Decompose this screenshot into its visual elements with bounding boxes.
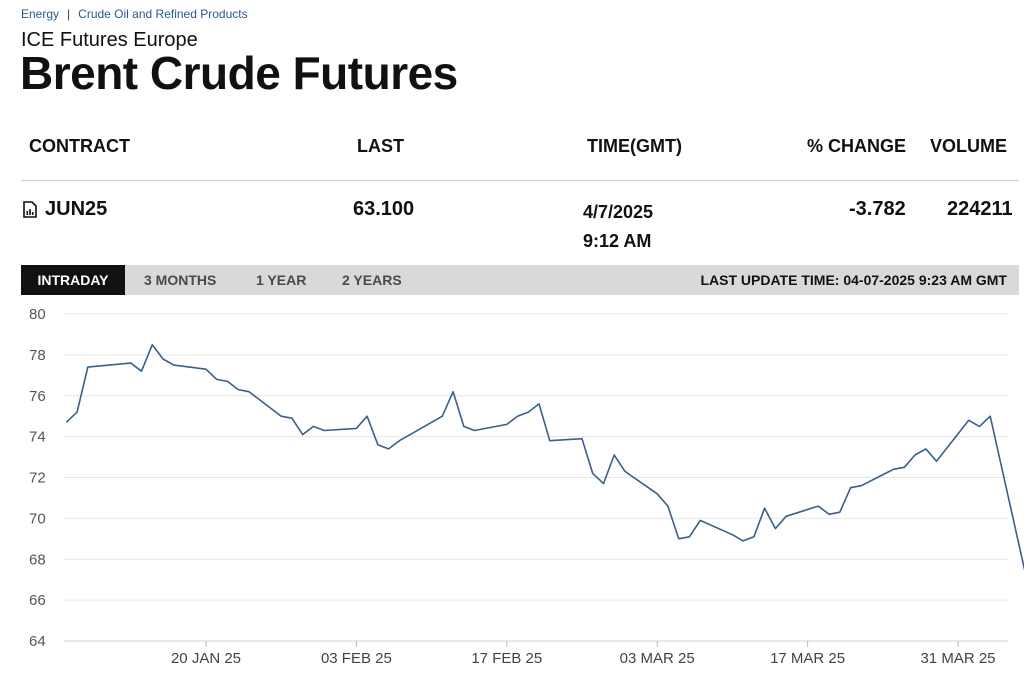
tab-3-months[interactable]: 3 MONTHS — [144, 272, 217, 288]
chart-document-icon[interactable] — [23, 201, 37, 218]
last-update-time: LAST UPDATE TIME: 04-07-2025 9:23 AM GMT — [700, 272, 1007, 288]
y-tick-label: 80 — [29, 306, 46, 323]
table-divider — [21, 180, 1019, 181]
x-tick-label: 20 JAN 25 — [171, 650, 241, 667]
y-tick-label: 78 — [29, 347, 46, 364]
y-tick-label: 72 — [29, 470, 46, 487]
tab-2-years[interactable]: 2 YEARS — [342, 272, 402, 288]
y-tick-label: 76 — [29, 388, 46, 405]
col-header-last: LAST — [357, 136, 404, 156]
x-tick-label: 17 FEB 25 — [471, 650, 542, 667]
page-title: Brent Crude Futures — [20, 47, 458, 99]
y-tick-label: 64 — [29, 633, 46, 650]
percent-change: -3.782 — [849, 198, 906, 220]
col-header-contract: CONTRACT — [29, 136, 130, 156]
price-chart: 80 78 76 74 72 70 68 66 64 20 JAN 25 03 FEB 25 17 F… — [29, 306, 1024, 667]
y-tick-label: 68 — [29, 551, 46, 568]
col-header-volume: VOLUME — [930, 136, 1008, 156]
trade-clock-time: 9:12 AM — [583, 231, 652, 251]
y-tick-label: 66 — [29, 592, 46, 609]
trade-date: 4/7/2025 — [583, 202, 654, 222]
tab-intraday[interactable]: INTRADAY — [21, 265, 125, 295]
trade-time: 4/7/2025 9:12 AM — [583, 198, 653, 256]
volume-value: 224211 — [947, 198, 1013, 220]
breadcrumb-link-crude-oil[interactable]: Crude Oil and Refined Products — [78, 7, 248, 21]
breadcrumb: Energy | Crude Oil and Refined Products — [21, 7, 248, 21]
contract-cell[interactable]: JUN25 — [23, 198, 107, 221]
y-tick-label: 70 — [29, 510, 46, 527]
x-tick-label: 03 MAR 25 — [620, 650, 695, 667]
contract-symbol[interactable]: JUN25 — [45, 198, 108, 220]
price-series-line — [65, 343, 1024, 571]
last-price: 63.100 — [353, 198, 415, 220]
x-tick-label: 03 FEB 25 — [321, 650, 392, 667]
y-tick-label: 74 — [29, 429, 46, 446]
col-header-time: TIME(GMT) — [587, 136, 682, 156]
col-header-change: % CHANGE — [807, 136, 907, 156]
breadcrumb-link-energy[interactable]: Energy — [21, 7, 60, 21]
tab-1-year[interactable]: 1 YEAR — [256, 272, 307, 288]
x-tick-label: 31 MAR 25 — [920, 650, 995, 667]
x-tick-label: 17 MAR 25 — [770, 650, 845, 667]
breadcrumb-separator: | — [67, 7, 71, 21]
range-tab-bar: INTRADAY 3 MONTHS 1 YEAR 2 YEARS LAST UP… — [21, 265, 1019, 295]
exchange-name: ICE Futures Europe — [21, 29, 198, 51]
